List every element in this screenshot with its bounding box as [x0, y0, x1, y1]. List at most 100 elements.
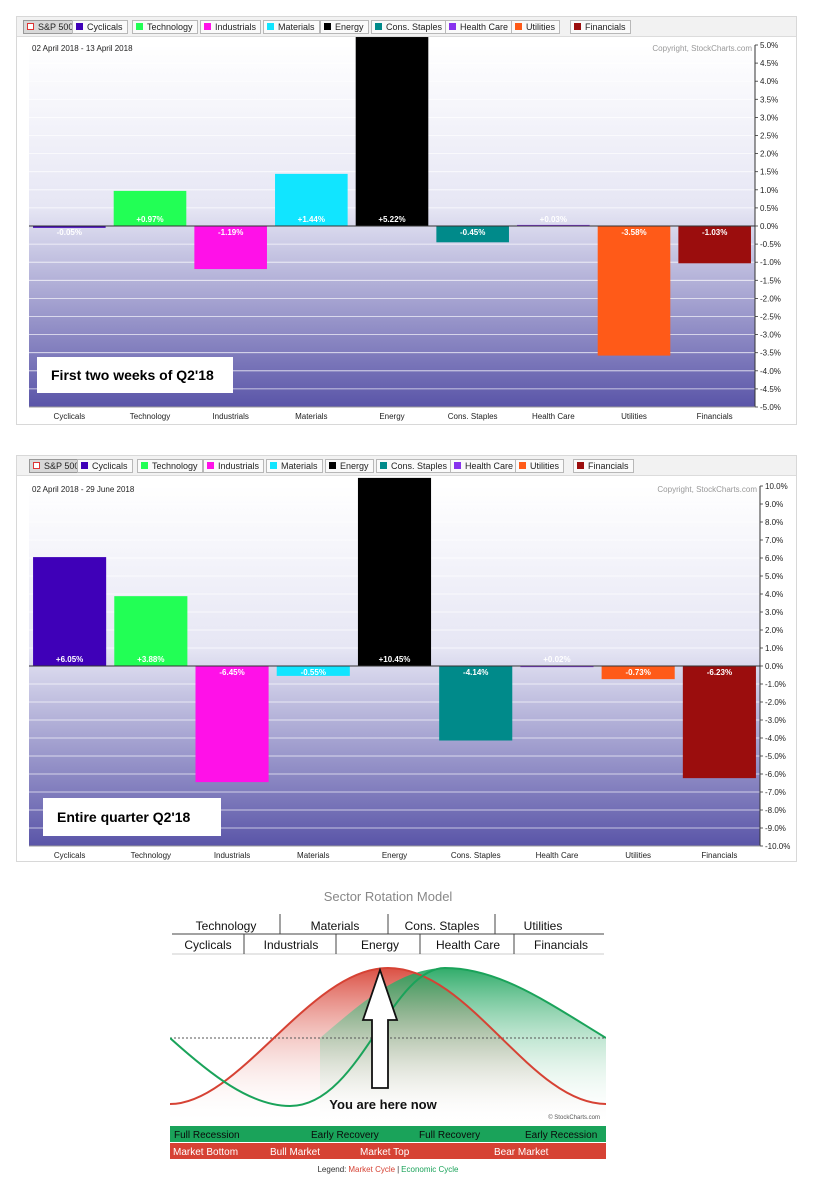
x-tick-label: Energy — [379, 412, 404, 421]
legend-bar: S&P 500 Cyclicals Technology Industrials… — [17, 17, 796, 37]
economic-phase-label: Full Recession — [174, 1130, 240, 1141]
legend-swatch — [577, 462, 584, 469]
y-tick-label: -10.0% — [765, 842, 790, 851]
legend-item-utilities[interactable]: Utilities — [511, 20, 561, 34]
y-tick-label: 1.5% — [760, 168, 778, 177]
legend-market-cycle: Market Cycle — [348, 1165, 395, 1174]
legend-item-cons-staples[interactable]: Cons. Staples — [376, 459, 453, 473]
chart-panel-1: S&P 500 Cyclicals Technology Industrials… — [16, 16, 797, 425]
legend-item-energy[interactable]: Energy — [320, 20, 369, 34]
sector-label-industrials: Industrials — [264, 938, 319, 952]
legend-item-cons-staples[interactable]: Cons. Staples — [371, 20, 448, 34]
x-tick-label: Cyclicals — [54, 412, 86, 421]
bar — [33, 557, 107, 666]
value-label: -0.55% — [301, 668, 326, 677]
y-tick-label: 4.5% — [760, 59, 778, 68]
rotation-diagram: Sector Rotation Model Technology Materia… — [170, 889, 606, 1174]
legend-bar: S&P 500 Cyclicals Technology Industrials… — [17, 456, 796, 476]
x-tick-label: Cons. Staples — [448, 412, 498, 421]
value-label: +0.03% — [540, 215, 567, 224]
y-tick-label: 1.0% — [760, 186, 778, 195]
bar — [601, 666, 675, 680]
y-tick-label: -3.5% — [760, 349, 781, 358]
legend-item-cyclicals[interactable]: Cyclicals — [72, 20, 128, 34]
y-tick-label: -7.0% — [765, 788, 786, 797]
economic-phase-label: Full Recovery — [419, 1130, 480, 1141]
legend-swatch — [136, 23, 143, 30]
economic-cycle-band — [170, 1126, 606, 1142]
legend-swatch — [76, 23, 83, 30]
sector-label-health-care: Health Care — [436, 938, 500, 952]
value-label: +0.97% — [136, 215, 163, 224]
annotation-text: Entire quarter Q2'18 — [57, 809, 190, 825]
legend-separator: | — [397, 1165, 399, 1174]
bar-chart: 10.0% 9.0% 8.0% 7.0% 6.0% 5.0% 4.0% 3.0% 2.0% 1.0… — [29, 477, 790, 860]
legend-item-health-care[interactable]: Health Care — [450, 459, 519, 473]
legend-item-sp500[interactable]: S&P 500 — [23, 20, 79, 34]
y-tick-label: 1.0% — [765, 644, 783, 653]
legend-item-utilities[interactable]: Utilities — [515, 459, 565, 473]
legend-item-financials[interactable]: Financials — [570, 20, 631, 34]
market-phase-label: Market Top — [360, 1147, 410, 1158]
legend-swatch — [324, 23, 331, 30]
legend-swatch — [519, 462, 526, 469]
legend-swatch — [267, 23, 274, 30]
value-label: +6.05% — [56, 655, 83, 664]
sector-label-technology: Technology — [196, 919, 257, 933]
y-tick-label: 0.0% — [765, 662, 783, 671]
rotation-title: Sector Rotation Model — [324, 889, 453, 904]
y-tick-label: -0.5% — [760, 240, 781, 249]
value-label: -6.45% — [219, 668, 244, 677]
market-phase-label: Bear Market — [494, 1147, 549, 1158]
legend-item-industrials[interactable]: Industrials — [203, 459, 265, 473]
x-tick-label: Industrials — [212, 412, 248, 421]
legend-item-energy[interactable]: Energy — [325, 459, 374, 473]
y-tick-label: 0.0% — [760, 222, 778, 231]
legend-item-health-care[interactable]: Health Care — [445, 20, 514, 34]
sector-label-financials: Financials — [534, 938, 588, 952]
legend-item-industrials[interactable]: Industrials — [200, 20, 262, 34]
value-label: +10.45% — [379, 655, 411, 664]
annotation-box — [43, 798, 221, 836]
legend-item-cyclicals[interactable]: Cyclicals — [77, 459, 133, 473]
bar — [597, 226, 671, 356]
legend-item-materials[interactable]: Materials — [263, 20, 320, 34]
legend-item-technology[interactable]: Technology — [137, 459, 203, 473]
market-phase-label: Market Bottom — [173, 1147, 238, 1158]
y-tick-label: -2.5% — [760, 313, 781, 322]
value-label: -0.45% — [460, 228, 485, 237]
legend-swatch — [380, 462, 387, 469]
x-tick-label: Health Care — [536, 851, 579, 860]
legend-item-sp500[interactable]: S&P 500 — [29, 459, 85, 473]
legend-label: Legend: — [317, 1165, 346, 1174]
x-tick-label: Energy — [382, 851, 407, 860]
value-label: -3.58% — [621, 228, 646, 237]
economic-phase-label: Early Recession — [525, 1130, 597, 1141]
sector-label-cyclicals: Cyclicals — [184, 938, 231, 952]
legend-swatch — [81, 462, 88, 469]
value-label: +0.02% — [543, 655, 570, 664]
y-tick-label: 9.0% — [765, 500, 783, 509]
legend-swatch — [375, 23, 382, 30]
legend-swatch — [270, 462, 277, 469]
bar-chart: 5.0% 4.5% 4.0% 3.5% 3.0% 2.5% 2.0% 1.5% 1.0% 0.5%… — [29, 37, 781, 421]
bar — [357, 477, 432, 666]
sector-label-materials: Materials — [311, 919, 360, 933]
y-tick-label: -5.0% — [765, 752, 786, 761]
sector-label-utilities: Utilities — [524, 919, 563, 933]
value-label: -4.14% — [463, 668, 488, 677]
bar — [195, 666, 269, 783]
y-tick-label: 8.0% — [765, 518, 783, 527]
y-tick-label: 5.0% — [765, 572, 783, 581]
copyright-label: Copyright, StockCharts.com — [652, 44, 752, 53]
value-label: +3.88% — [137, 655, 164, 664]
legend-item-financials[interactable]: Financials — [573, 459, 634, 473]
chart-panel-2: S&P 500 Cyclicals Technology Industrials… — [16, 455, 797, 862]
legend-item-materials[interactable]: Materials — [266, 459, 323, 473]
economic-phase-label: Early Recovery — [311, 1130, 379, 1141]
legend-item-technology[interactable]: Technology — [132, 20, 198, 34]
annotation-box — [37, 357, 233, 393]
x-tick-label: Cyclicals — [54, 851, 86, 860]
you-are-here-label: You are here now — [329, 1097, 437, 1112]
x-tick-label: Industrials — [214, 851, 250, 860]
